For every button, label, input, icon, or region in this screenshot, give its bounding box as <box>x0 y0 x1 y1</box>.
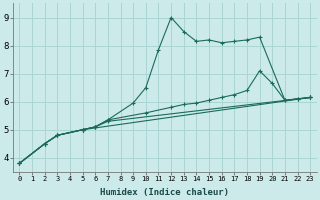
X-axis label: Humidex (Indice chaleur): Humidex (Indice chaleur) <box>100 188 229 197</box>
